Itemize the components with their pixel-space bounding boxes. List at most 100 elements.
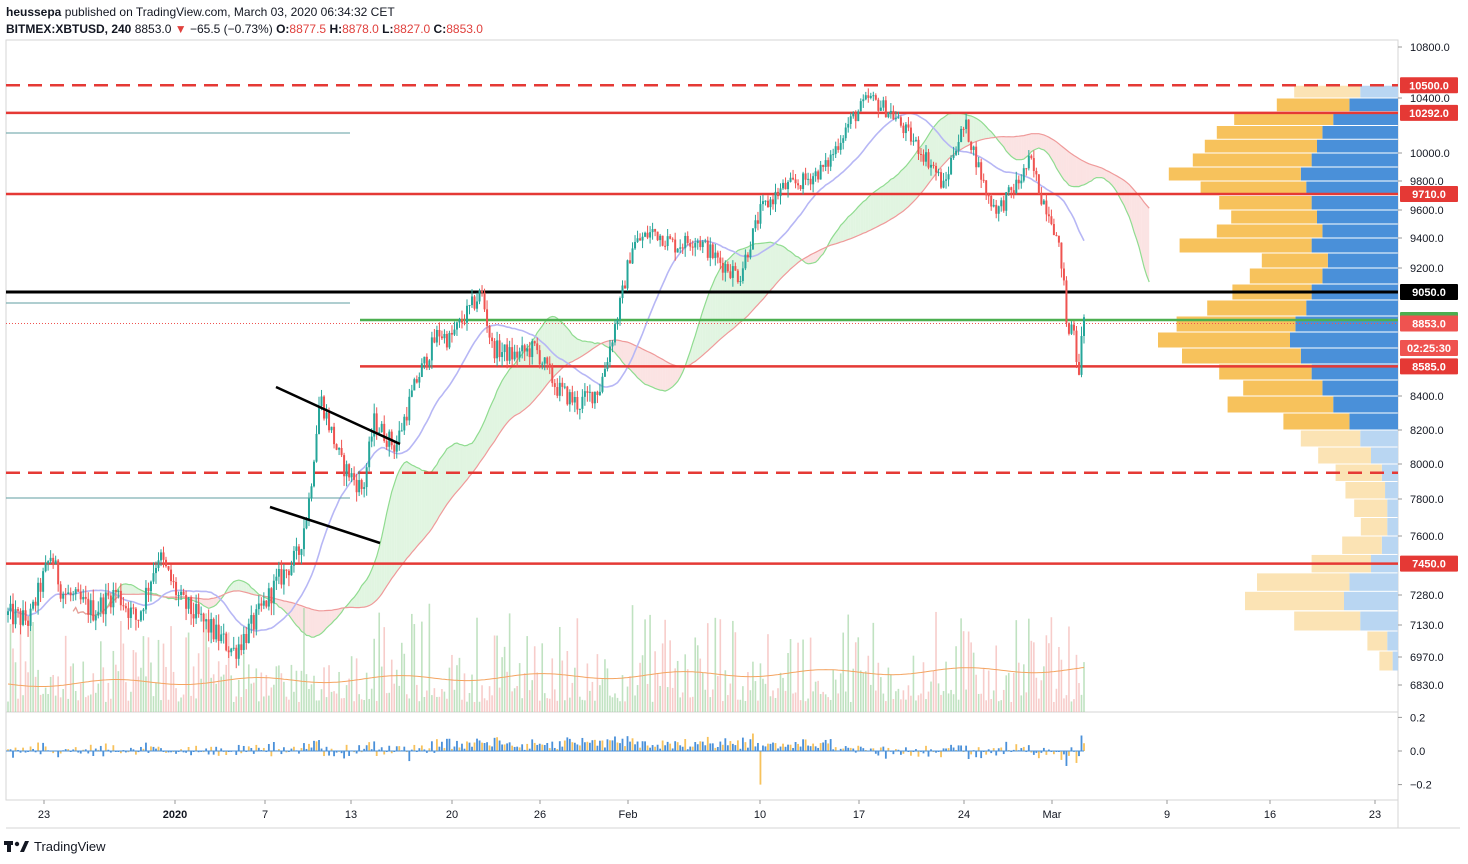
- oscillator-bar: [300, 748, 303, 751]
- candle-body: [62, 593, 65, 599]
- volume-bar: [950, 689, 952, 712]
- oscillator-bar: [155, 748, 157, 751]
- volume-bar: [777, 688, 779, 712]
- candle-body: [465, 305, 468, 323]
- candle-body: [195, 604, 198, 619]
- volume-bar: [797, 642, 799, 712]
- volume-bar: [932, 671, 935, 712]
- volume-bar: [749, 690, 752, 712]
- volume-bar: [849, 701, 852, 712]
- volume-bar: [521, 698, 523, 712]
- volume-bar: [285, 696, 288, 712]
- candle: [1083, 314, 1085, 344]
- candle: [1015, 171, 1018, 195]
- volume-bar: [523, 673, 526, 712]
- cloud-segment: [860, 201, 864, 235]
- candle-body: [252, 615, 255, 630]
- profile-row: [1300, 430, 1398, 447]
- profile-row: [1379, 651, 1398, 671]
- volume-bar: [330, 691, 333, 712]
- candle: [947, 166, 950, 187]
- cloud-segment: [883, 183, 886, 224]
- cloud-segment: [414, 466, 417, 550]
- profile-yellow-bar: [1168, 167, 1301, 181]
- candle-body: [205, 619, 208, 622]
- volume-bar: [1023, 664, 1025, 712]
- volume-bar: [466, 701, 468, 712]
- candle: [44, 555, 47, 573]
- oscillator-bar: [195, 745, 198, 751]
- candle: [629, 252, 632, 264]
- cloud-segment: [464, 445, 467, 483]
- candle-body: [867, 95, 870, 98]
- candle: [771, 194, 774, 210]
- oscillator-bar: [1040, 751, 1043, 753]
- cloud-segment: [936, 121, 939, 174]
- price-tag-label: 10292.0: [1409, 108, 1449, 120]
- cloud-segment: [923, 139, 926, 191]
- oscillator-bar: [568, 738, 571, 751]
- oscillator-bar: [696, 744, 699, 751]
- profile-yellow-bar: [1379, 651, 1393, 671]
- profile-yellow-bar: [1354, 499, 1388, 517]
- cloud-segment: [504, 373, 508, 427]
- oscillator-bar: [849, 747, 852, 751]
- profile-row: [1168, 167, 1398, 181]
- profile-yellow-bar: [1219, 196, 1312, 210]
- cloud-segment: [399, 466, 402, 569]
- volume-bar: [639, 662, 641, 712]
- oscillator-bar: [370, 749, 373, 751]
- cloud-segment: [376, 547, 380, 601]
- candle-body: [212, 618, 215, 640]
- candle-body: [365, 467, 368, 488]
- publisher-name[interactable]: heussepa: [6, 5, 62, 19]
- chart-header: heussepa published on TradingView.com, M…: [6, 4, 1386, 40]
- price-tick-label: 9400.0: [1410, 233, 1444, 245]
- volume-bar: [739, 699, 742, 712]
- profile-yellow-bar: [1294, 611, 1361, 631]
- candle-body: [79, 591, 82, 600]
- candle-body: [739, 281, 742, 283]
- candle-body: [571, 392, 574, 403]
- profile-blue-bar: [1333, 396, 1398, 413]
- candle: [967, 119, 970, 143]
- candle: [210, 612, 213, 644]
- candle: [54, 555, 57, 565]
- oscillator-bar: [674, 741, 677, 751]
- candle: [252, 612, 255, 638]
- cloud-segment: [845, 216, 849, 241]
- candle-body: [22, 610, 25, 625]
- candle: [603, 362, 606, 377]
- volume-bar: [230, 675, 233, 712]
- candle: [965, 113, 968, 134]
- candle-body: [1075, 330, 1078, 363]
- candle-body: [240, 644, 243, 651]
- candle: [691, 240, 694, 256]
- oscillator-bar: [829, 739, 832, 751]
- cloud-segment: [710, 283, 713, 349]
- volume-bar: [365, 672, 368, 712]
- candle-body: [17, 609, 20, 611]
- candle: [415, 375, 418, 384]
- candle-body: [914, 139, 917, 141]
- candle: [380, 421, 383, 433]
- cloud-segment: [885, 181, 889, 223]
- volume-bar: [250, 683, 253, 712]
- cloud-segment: [928, 131, 932, 184]
- candle: [731, 260, 734, 287]
- volume-bar: [97, 683, 100, 712]
- volume-bar: [368, 698, 370, 712]
- candle: [834, 141, 837, 159]
- candle: [488, 324, 491, 345]
- volume-bar: [732, 620, 734, 712]
- tradingview-brand[interactable]: TradingView: [34, 838, 106, 854]
- volume-bars: [7, 603, 1085, 712]
- volume-bar: [227, 632, 230, 712]
- oscillator-bar: [461, 743, 463, 751]
- candle-body: [624, 285, 627, 289]
- oscillator-bar: [1022, 746, 1025, 751]
- candle-body: [686, 235, 689, 243]
- oscillator-bar: [1005, 741, 1008, 751]
- candle-body: [1005, 192, 1008, 211]
